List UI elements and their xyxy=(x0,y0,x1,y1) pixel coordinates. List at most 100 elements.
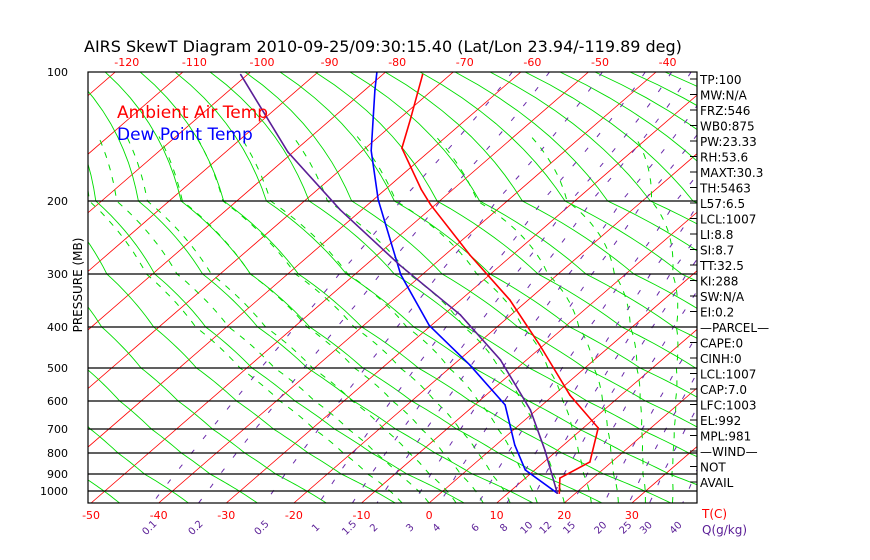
parcel-line xyxy=(240,74,559,494)
top-temp-tick-label: -90 xyxy=(321,56,339,69)
bottom-temp-tick-label: -10 xyxy=(352,509,370,522)
pressure-tick-label: 1000 xyxy=(40,485,68,498)
stats-item: CINH:0 xyxy=(700,352,742,366)
ambient-air-temp-point xyxy=(429,203,432,206)
mixing-ratio-tick-label: 6 xyxy=(470,522,482,534)
dew-point-temp-line xyxy=(370,72,558,494)
dry-adiabat-line xyxy=(174,72,697,486)
dew-point-temp-point xyxy=(370,149,373,152)
pressure-tick-label: 700 xyxy=(47,423,68,436)
mixing-ratio-tick-label: 20 xyxy=(593,520,610,537)
isotherm-line xyxy=(88,72,319,272)
mixing-ratio-line xyxy=(529,234,697,503)
stats-item: LCL:1007 xyxy=(700,368,756,382)
mixing-ratio-tick-label: 25 xyxy=(618,520,635,537)
stats-item: CAPE:0 xyxy=(700,337,743,351)
dry-adiabat-line xyxy=(88,162,466,503)
stats-item: MAXT:30.3 xyxy=(700,166,763,180)
dew-point-temp-point xyxy=(469,364,471,366)
bottom-temp-tick-label: -50 xyxy=(82,509,100,522)
moist-adiabat-line xyxy=(435,136,619,503)
pressure-tick-label: 300 xyxy=(47,268,68,281)
ambient-air-temp-point xyxy=(509,299,511,301)
mixing-ratio-line xyxy=(412,104,697,503)
ambient-air-temp-point xyxy=(559,477,561,479)
isotherm-line xyxy=(88,72,252,214)
isotherm-line xyxy=(767,60,870,503)
x-axis-label: T(C) xyxy=(701,507,727,521)
mixing-ratio-tick-label: 3 xyxy=(404,522,416,534)
stats-item: TT:32.5 xyxy=(699,259,744,273)
top-temp-tick-label: -80 xyxy=(388,56,406,69)
stats-item: SW:N/A xyxy=(700,290,745,304)
stats-item: CAP:7.0 xyxy=(700,383,747,397)
pressure-tick-label: 500 xyxy=(47,362,68,375)
mixing-ratio-tick-label: 1 xyxy=(310,522,322,534)
dry-adiabat-line xyxy=(88,90,534,503)
dry-adiabat-line xyxy=(349,72,697,339)
moist-adiabat-line xyxy=(634,136,679,503)
mixing-ratio-line xyxy=(572,290,697,503)
dry-adiabat-line xyxy=(88,241,397,503)
moist-adiabat-line xyxy=(88,187,403,503)
top-temp-tick-label: -70 xyxy=(456,56,474,69)
mixing-ratio-tick-label: 10 xyxy=(519,520,536,537)
pressure-tick-label: 800 xyxy=(47,447,68,460)
stats-item: TH:5463 xyxy=(699,182,751,196)
mixing-ratio-line xyxy=(506,204,697,503)
ambient-air-temp-point xyxy=(420,188,423,191)
mixing-ratio-line xyxy=(351,72,673,503)
parcel-point xyxy=(544,449,546,451)
top-temp-tick-label: -120 xyxy=(114,56,139,69)
bottom-temp-tick-label: 10 xyxy=(490,509,504,522)
mixing-ratio-line xyxy=(198,72,550,503)
chart-title: AIRS SkewT Diagram 2010-09-25/09:30:15.4… xyxy=(84,37,682,56)
mixing-ratio-tick-label: 0.5 xyxy=(253,519,272,538)
mixing-ratio-tick-label: 12 xyxy=(538,520,555,537)
dry-adiabat-line xyxy=(314,72,697,370)
stats-item: —WIND— xyxy=(700,445,758,459)
pressure-tick-label: 900 xyxy=(47,468,68,481)
stats-item: PW:23.33 xyxy=(700,135,757,149)
ambient-air-temp-point xyxy=(538,344,541,346)
stats-item: AVAIL xyxy=(700,476,734,490)
mixing-ratio-line xyxy=(477,174,697,503)
dew-point-temp-point xyxy=(374,89,376,91)
isotherm-line xyxy=(496,328,697,503)
dry-adiabat-line xyxy=(209,72,697,458)
isotherm-line xyxy=(0,60,61,503)
dry-adiabat-line xyxy=(735,59,870,505)
ambient-air-temp-point xyxy=(589,461,591,463)
mixing-ratio-line xyxy=(548,258,697,503)
mixing-ratio-line xyxy=(264,72,603,503)
top-temp-tick-label: -110 xyxy=(182,56,207,69)
dry-adiabat-line xyxy=(88,306,328,503)
moist-adiabat-line xyxy=(158,136,484,503)
dew-point-temp-point xyxy=(389,238,392,241)
dew-point-temp-point xyxy=(377,198,380,201)
dew-point-temp-point xyxy=(428,324,430,327)
mixing-ratio-line xyxy=(376,72,692,503)
moist-adiabat-line xyxy=(195,136,511,503)
mixing-ratio-tick-label: 4 xyxy=(431,522,443,534)
dry-adiabat-line xyxy=(489,72,697,225)
stats-item: LFC:1003 xyxy=(700,399,757,413)
ambient-air-temp-point xyxy=(469,254,471,256)
mixing-ratio-label: Q(g/kg) xyxy=(702,523,747,537)
pressure-lines xyxy=(88,200,697,492)
isotherm-line xyxy=(88,72,116,97)
parcel-point xyxy=(556,492,559,495)
mixing-ratio-line xyxy=(603,333,697,503)
stats-item: TP:100 xyxy=(699,73,742,87)
stats-item: L57:6.5 xyxy=(700,197,745,211)
profile-series xyxy=(239,72,600,495)
ambient-air-temp-point xyxy=(569,394,571,396)
background-lines xyxy=(0,59,870,505)
moist-adiabat-line xyxy=(98,136,430,503)
ambient-air-temp-point xyxy=(558,492,561,495)
mixing-ratio-line xyxy=(628,371,697,503)
moist-adiabat-line xyxy=(292,136,565,503)
dew-point-temp-point xyxy=(524,469,527,471)
bottom-temp-tick-label: -40 xyxy=(150,509,168,522)
